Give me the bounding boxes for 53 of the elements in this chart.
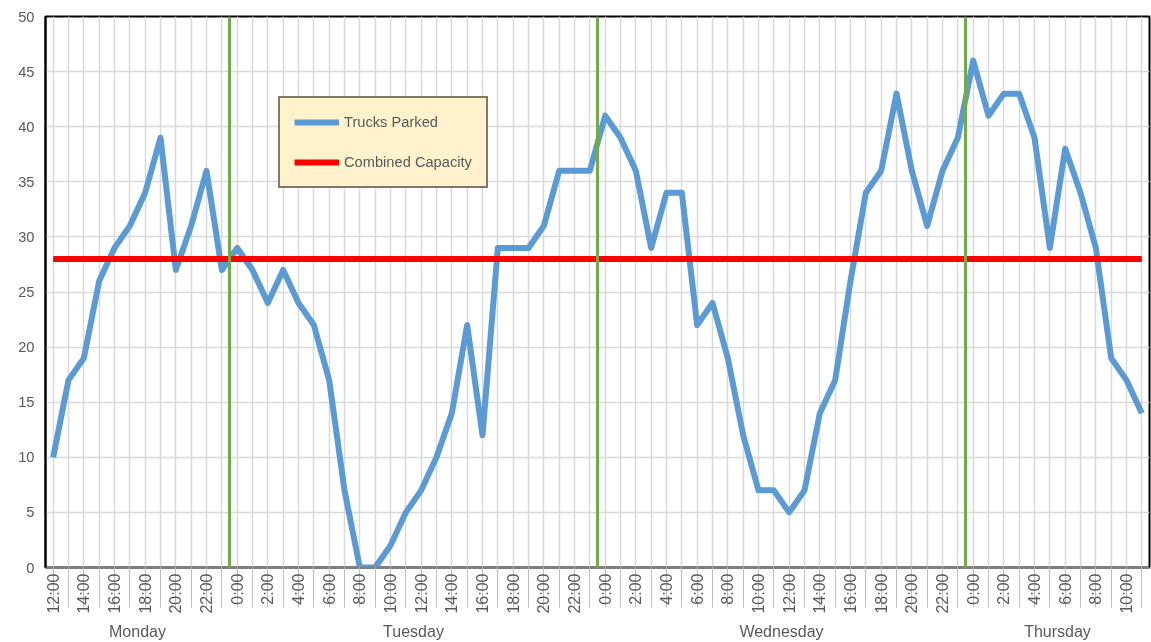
- y-tick-label: 0: [26, 559, 35, 576]
- x-tick-label: 4:00: [1026, 573, 1043, 605]
- text: Tuesday: [383, 622, 444, 640]
- text: Wednesday: [739, 622, 824, 640]
- x-tick-label: 16:00: [474, 573, 491, 614]
- x-tick-label: 2:00: [995, 573, 1013, 605]
- y-tick-label: 10: [18, 449, 35, 466]
- x-tick-label: 22:00: [566, 573, 583, 614]
- y-tick-label: 15: [18, 394, 35, 411]
- x-tick-label: 6:00: [1056, 573, 1074, 605]
- x-tick-label: 14:00: [75, 573, 93, 614]
- x-tick-label: 20:00: [903, 573, 921, 614]
- x-tick-label: 10:00: [382, 573, 399, 614]
- y-tick-label: 45: [18, 63, 35, 80]
- x-tick-label: 10:00: [750, 573, 767, 614]
- x-tick-label: 8:00: [351, 573, 369, 605]
- x-tick-label: 16:00: [106, 573, 123, 614]
- y-tick-label: 35: [18, 173, 35, 190]
- y-tick-label: 25: [18, 284, 35, 300]
- x-tick-label: 6:00: [320, 573, 338, 605]
- x-tick-label: 12:00: [44, 573, 62, 614]
- x-tick-label: 16:00: [842, 573, 859, 614]
- y-tick-label: 20: [18, 339, 35, 356]
- y-tick-label: 5: [26, 504, 35, 521]
- text: Monday: [109, 622, 166, 640]
- x-tick-label: 12:00: [412, 573, 430, 614]
- x-tick-label: 2:00: [259, 573, 277, 605]
- x-tick-label: 20:00: [167, 573, 185, 614]
- x-tick-label: 8:00: [719, 573, 737, 605]
- x-tick-label: 0:00: [228, 573, 246, 605]
- x-tick-label: 22:00: [934, 573, 951, 614]
- text: Thursday: [1024, 622, 1091, 640]
- y-tick-label: 40: [18, 118, 35, 135]
- x-tick-label: 14:00: [811, 573, 829, 614]
- legend-label: Trucks Parked: [344, 114, 438, 130]
- x-tick-label: 18:00: [504, 573, 522, 614]
- x-tick-label: 2:00: [627, 573, 645, 605]
- x-tick-label: 0:00: [964, 573, 982, 605]
- x-tick-label: 12:00: [780, 573, 798, 614]
- y-tick-label: 30: [18, 228, 35, 245]
- x-tick-label: 8:00: [1087, 573, 1105, 605]
- x-tick-label: 18:00: [136, 573, 154, 614]
- x-tick-label: 10:00: [1118, 573, 1135, 614]
- x-tick-label: 4:00: [658, 573, 675, 605]
- x-tick-label: 14:00: [443, 573, 461, 614]
- y-tick-label: 50: [18, 8, 35, 25]
- x-tick-label: 22:00: [198, 573, 215, 614]
- x-tick-label: 20:00: [535, 573, 553, 614]
- legend-label: Combined Capacity: [344, 154, 472, 170]
- x-tick-label: 18:00: [872, 573, 890, 614]
- x-tick-label: 4:00: [290, 573, 307, 605]
- x-tick-label: 0:00: [596, 573, 614, 605]
- x-tick-label: 6:00: [688, 573, 706, 605]
